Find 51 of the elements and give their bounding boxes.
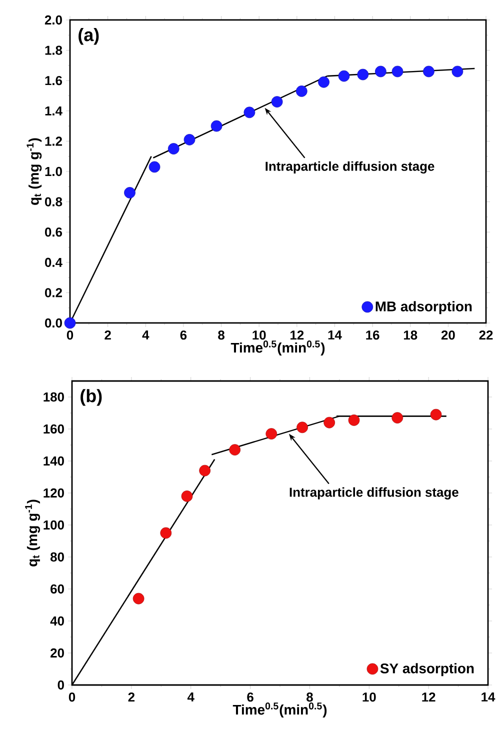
- x-tick-label: 12: [290, 330, 304, 340]
- x-tick-label: 4: [142, 330, 150, 340]
- x-axis-title: Time$^{0.5}$(min$^{0.5}$): [233, 702, 327, 718]
- y-tick-label: 1.4: [46, 106, 63, 116]
- y-tick-label: 80: [50, 552, 64, 562]
- x-tick-label: 2: [104, 330, 112, 340]
- y-tick-label: 160: [44, 424, 64, 434]
- x-tick-label: 20: [442, 330, 456, 340]
- y-tick-label: 60: [50, 584, 64, 594]
- y-tick-label: 40: [50, 616, 64, 626]
- y-tick-label: 1.8: [46, 46, 62, 55]
- x-tick-label: 8: [218, 330, 225, 340]
- x-tick-label: 0: [69, 692, 76, 702]
- x-tick-label: 6: [247, 692, 254, 702]
- x-tick-label: 14: [482, 692, 496, 702]
- y-tick-label: 1.0: [46, 166, 62, 176]
- x-tick-label: 6: [180, 330, 187, 340]
- y-tick-label: 0.0: [45, 318, 62, 328]
- annotation: (b): [80, 389, 102, 406]
- y-tick-label: 0.4: [45, 258, 63, 267]
- x-tick-label: 4: [188, 692, 195, 702]
- x-tick-label: 16: [366, 330, 380, 340]
- y-tick-label: 120: [44, 488, 64, 498]
- x-axis-title: Time$^{0.5}$(min$^{0.5}$): [231, 340, 325, 356]
- y-tick-label: 0.2: [45, 288, 62, 298]
- y-tick-label: 0: [58, 680, 64, 690]
- y-tick-label: 0.6: [45, 228, 62, 237]
- x-tick-label: 10: [252, 330, 266, 340]
- x-tick-label: 18: [404, 330, 418, 340]
- x-tick-label: 2: [128, 692, 135, 702]
- x-tick-label: 22: [479, 330, 493, 340]
- x-tick-label: 10: [362, 692, 376, 702]
- y-tick-label: 0.8: [45, 197, 62, 206]
- legend-label: SY adsorption: [380, 663, 474, 676]
- y-tick-label: 1.6: [46, 76, 62, 86]
- y-axis-title: q$_{t}$ (mg g$^{-1}$): [25, 500, 40, 566]
- y-tick-label: 180: [44, 392, 64, 402]
- annotation: Intraparticle diffusion stage: [266, 161, 434, 174]
- y-axis-title: q$_{t}$ (mg g$^{-1}$): [26, 138, 42, 205]
- annotation: Intraparticle diffusion stage: [290, 487, 459, 500]
- legend-label: MB adsorption: [376, 301, 472, 314]
- annotation: (a): [78, 28, 99, 45]
- y-tick-label: 140: [44, 456, 64, 466]
- x-tick-label: 0: [67, 330, 74, 340]
- x-tick-label: 14: [328, 330, 342, 340]
- y-tick-label: 100: [44, 520, 64, 530]
- y-tick-label: 20: [50, 648, 64, 658]
- y-tick-label: 1.2: [46, 136, 62, 146]
- x-tick-label: 8: [306, 692, 314, 702]
- y-tick-label: 2.0: [45, 15, 62, 25]
- x-tick-label: 12: [422, 692, 436, 702]
